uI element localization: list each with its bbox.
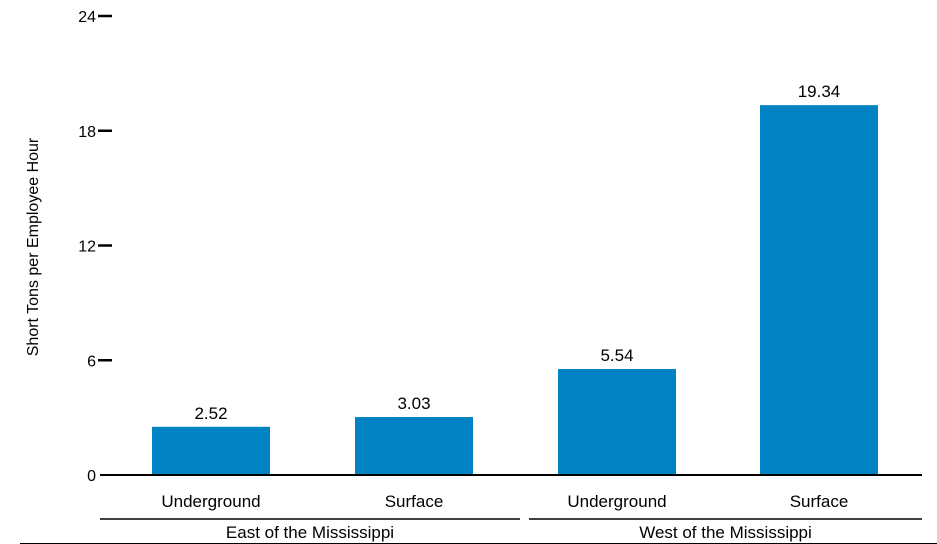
x-tick-label: Surface (790, 492, 849, 511)
bar (558, 369, 676, 475)
group-label: East of the Mississippi (226, 523, 394, 542)
group-label: West of the Mississippi (639, 523, 812, 542)
bar (152, 427, 270, 475)
bar (760, 105, 878, 475)
y-tick-label: 6 (87, 353, 96, 370)
data-label: 2.52 (194, 404, 227, 423)
x-axis: Underground Surface Underground Surface (100, 475, 922, 511)
group-labels: East of the Mississippi West of the Missi… (20, 519, 937, 544)
y-axis: 0 6 12 18 24 (78, 9, 112, 485)
x-tick-label: Surface (385, 492, 444, 511)
data-label: 5.54 (600, 346, 633, 365)
bars: 2.52 3.03 5.54 19.34 (152, 82, 878, 475)
y-axis-title: Short Tons per Employee Hour (25, 137, 42, 356)
data-label: 3.03 (397, 394, 430, 413)
x-tick-label: Underground (567, 492, 666, 511)
y-tick-label: 0 (87, 468, 96, 485)
bar (355, 417, 473, 475)
y-tick-label: 18 (78, 124, 96, 141)
y-tick-label: 24 (78, 9, 96, 26)
x-tick-label: Underground (161, 492, 260, 511)
y-tick-label: 12 (78, 239, 96, 256)
data-label: 19.34 (798, 82, 841, 101)
